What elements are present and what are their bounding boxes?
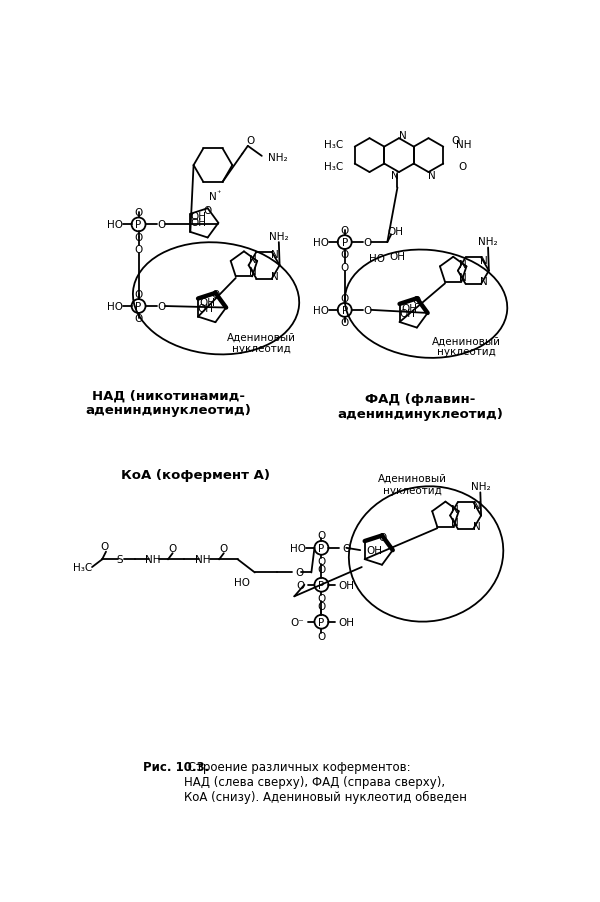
- Text: N: N: [399, 131, 407, 141]
- Text: O: O: [203, 206, 212, 216]
- Text: O: O: [317, 594, 326, 603]
- Text: NH: NH: [145, 555, 160, 565]
- Text: Строение различных коферментов:
НАД (слева сверху), ФАД (справа сверху),
КоА (сн: Строение различных коферментов: НАД (сле…: [184, 760, 466, 804]
- Text: H₃C: H₃C: [324, 140, 343, 150]
- Text: N: N: [458, 272, 466, 282]
- Text: O: O: [220, 543, 228, 553]
- Text: HO: HO: [107, 220, 123, 230]
- Text: OH: OH: [400, 308, 415, 318]
- Text: O: O: [341, 250, 349, 260]
- Text: O: O: [341, 262, 349, 272]
- Text: H₃C: H₃C: [324, 161, 343, 171]
- Text: P: P: [136, 301, 142, 312]
- Text: OH: OH: [200, 298, 215, 308]
- Text: N: N: [451, 505, 458, 515]
- Text: HO: HO: [107, 301, 123, 312]
- Text: O: O: [134, 233, 143, 243]
- Text: N: N: [271, 272, 279, 281]
- Text: H₃C: H₃C: [73, 563, 92, 573]
- Text: N: N: [209, 191, 217, 201]
- Text: O: O: [364, 306, 372, 316]
- Text: HO: HO: [369, 253, 385, 263]
- Text: Рис. 10.3.: Рис. 10.3.: [143, 760, 209, 773]
- Text: O: O: [296, 568, 304, 578]
- Text: HO: HO: [233, 578, 250, 588]
- Text: NH₂: NH₂: [478, 237, 498, 247]
- Text: NH: NH: [457, 140, 472, 150]
- Text: Адениновый: Адениновый: [432, 336, 501, 346]
- Text: N: N: [271, 250, 279, 260]
- Text: N: N: [473, 521, 481, 531]
- Text: O: O: [246, 136, 254, 146]
- Text: N: N: [428, 171, 436, 181]
- Text: O: O: [341, 293, 349, 303]
- Text: OH: OH: [387, 227, 403, 237]
- Text: O: O: [134, 290, 143, 299]
- Text: OH: OH: [338, 617, 355, 627]
- Text: NH₂: NH₂: [269, 232, 289, 242]
- Text: КоА (кофермент А): КоА (кофермент А): [121, 468, 269, 481]
- Text: HO: HO: [313, 238, 329, 248]
- Text: OH: OH: [190, 217, 206, 227]
- Text: NH₂: NH₂: [470, 482, 490, 492]
- Text: O: O: [317, 530, 326, 540]
- Text: N: N: [481, 255, 488, 265]
- Text: НАД (никотинамид-
адениндинуклеотид): НАД (никотинамид- адениндинуклеотид): [85, 389, 251, 417]
- Text: OH: OH: [389, 252, 406, 262]
- Text: O⁻: O⁻: [290, 617, 304, 627]
- Text: N: N: [451, 517, 458, 527]
- Text: ФАД (флавин-
адениндинуклеотид): ФАД (флавин- адениндинуклеотид): [337, 393, 503, 421]
- Text: O: O: [134, 207, 143, 218]
- Text: HO: HO: [290, 543, 306, 553]
- Text: O: O: [341, 318, 349, 327]
- Text: нуклеотид: нуклеотид: [437, 347, 496, 357]
- Text: OH: OH: [190, 212, 206, 222]
- Text: N: N: [481, 277, 488, 287]
- Text: O: O: [134, 314, 143, 324]
- Text: нуклеотид: нуклеотид: [232, 344, 290, 354]
- Text: N: N: [250, 254, 257, 265]
- Text: OH: OH: [366, 546, 382, 556]
- Text: N: N: [391, 171, 399, 181]
- Text: S: S: [116, 555, 123, 565]
- Text: O: O: [458, 161, 466, 171]
- Text: O: O: [317, 565, 326, 575]
- Text: O: O: [211, 290, 220, 300]
- Text: O: O: [364, 238, 372, 248]
- Text: O: O: [343, 543, 350, 553]
- Text: O: O: [169, 543, 177, 553]
- Text: OH: OH: [401, 303, 417, 313]
- Text: O: O: [452, 136, 460, 146]
- Text: O: O: [317, 557, 326, 566]
- Text: P: P: [319, 617, 325, 627]
- Text: O: O: [317, 630, 326, 640]
- Text: NH₂: NH₂: [268, 153, 287, 163]
- Text: O: O: [378, 532, 386, 542]
- Text: O: O: [158, 301, 166, 312]
- Text: O: O: [158, 220, 166, 230]
- Text: P: P: [136, 220, 142, 230]
- Text: O: O: [413, 296, 421, 306]
- Text: N: N: [458, 260, 466, 270]
- Text: O: O: [134, 244, 143, 254]
- Text: Адениновый
нуклеотид: Адениновый нуклеотид: [377, 474, 446, 495]
- Text: N: N: [473, 500, 481, 511]
- Text: OH: OH: [198, 303, 214, 313]
- Text: O: O: [317, 602, 326, 612]
- Text: O: O: [296, 580, 304, 590]
- Text: O: O: [341, 226, 349, 235]
- Text: P: P: [341, 238, 348, 248]
- Text: N: N: [250, 267, 257, 277]
- Text: P: P: [341, 306, 348, 316]
- Text: O: O: [100, 542, 109, 552]
- Text: P: P: [319, 580, 325, 590]
- Text: NH: NH: [195, 555, 211, 565]
- Text: HO: HO: [313, 306, 329, 316]
- Text: P: P: [319, 543, 325, 553]
- Text: OH: OH: [338, 580, 355, 590]
- Text: ⁺: ⁺: [217, 189, 221, 198]
- Text: Адениновый: Адениновый: [227, 333, 296, 343]
